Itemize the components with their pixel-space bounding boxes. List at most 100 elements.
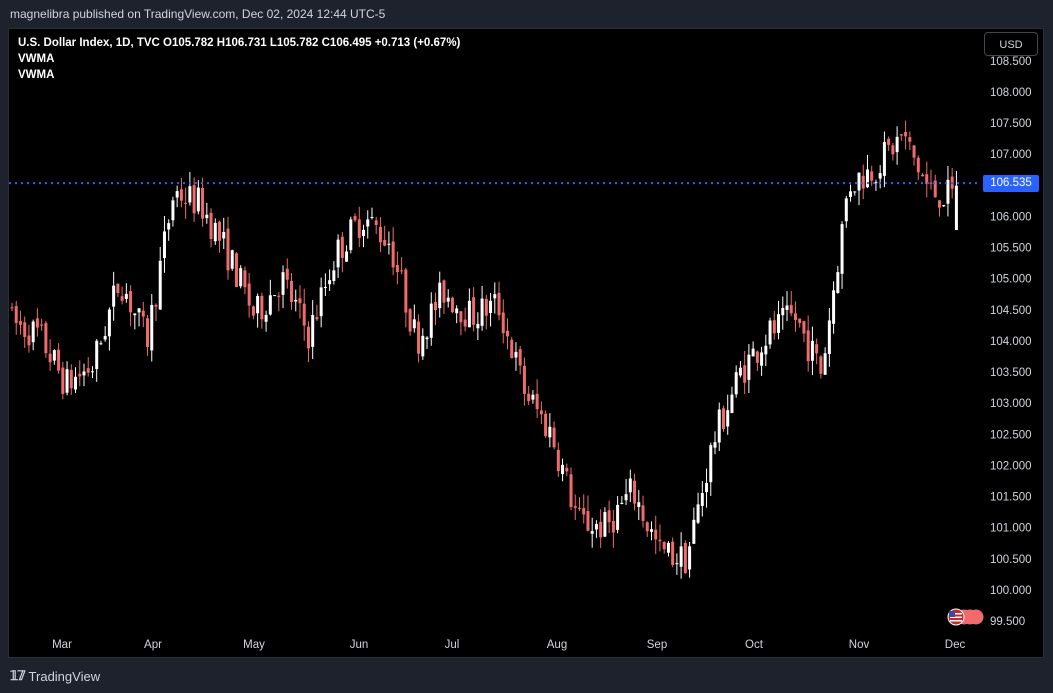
candle-body: [679, 546, 683, 567]
candle-body: [590, 531, 594, 534]
candle-body: [692, 519, 696, 544]
candle-body: [366, 219, 370, 227]
candle-body: [666, 542, 670, 553]
candle-body: [27, 335, 31, 346]
candle-body: [23, 322, 27, 337]
candle-body: [641, 505, 645, 521]
candle-body: [459, 311, 463, 323]
candle-body: [421, 335, 425, 357]
candle-body: [946, 179, 950, 204]
candle-body: [336, 239, 340, 268]
candle-body: [819, 356, 823, 374]
currency-button[interactable]: USD: [984, 32, 1038, 56]
candle-body: [40, 324, 44, 326]
candle-body: [497, 292, 501, 316]
indicator-vwma-2[interactable]: VWMA: [18, 69, 55, 81]
candle-body: [74, 376, 78, 390]
candle-body: [323, 286, 327, 288]
candle-body: [662, 541, 666, 550]
candle-body: [268, 295, 272, 315]
candle-body: [31, 321, 35, 343]
candle-body: [569, 474, 573, 507]
candle-body: [179, 189, 183, 201]
candle-body: [929, 182, 933, 184]
x-tick-label: Nov: [849, 639, 870, 651]
candle-body: [171, 200, 175, 221]
candle-body: [658, 539, 662, 542]
candle-body: [611, 520, 615, 533]
candle-body: [124, 293, 128, 299]
chart-pane[interactable]: [8, 28, 1044, 658]
candle-body: [116, 283, 120, 294]
candle-body: [192, 185, 196, 214]
candle-body: [891, 145, 895, 155]
candle-body: [895, 136, 899, 153]
candle-body: [836, 272, 840, 294]
candle-body: [277, 295, 281, 297]
candle-body: [548, 426, 552, 438]
y-tick-label: 101.500: [990, 492, 1032, 504]
candle-body: [493, 294, 497, 299]
us-flag-events-icon[interactable]: [946, 608, 986, 626]
candle-body: [213, 222, 217, 242]
candle-body: [353, 216, 357, 221]
y-tick-label: 108.500: [990, 56, 1032, 68]
candle-body: [273, 295, 277, 297]
candle-body: [705, 483, 709, 493]
candle-body: [738, 367, 742, 376]
tradingview-brand-text: TradingView: [28, 668, 101, 684]
candle-body: [882, 142, 886, 176]
candle-body: [65, 369, 69, 393]
x-tick-label: Mar: [52, 639, 72, 651]
candle-body: [832, 290, 836, 324]
candle-body: [35, 318, 39, 328]
candle-body: [683, 542, 687, 574]
candle-body: [10, 307, 14, 309]
candle-body: [561, 464, 565, 475]
candle-body: [226, 228, 230, 271]
candle-body: [205, 214, 209, 219]
y-tick-label: 100.000: [990, 585, 1032, 597]
candle-body: [713, 442, 717, 448]
candle-body: [721, 408, 725, 429]
candle-body: [870, 171, 874, 181]
candle-body: [633, 480, 637, 504]
candle-body: [671, 541, 675, 566]
candle-body: [234, 253, 238, 288]
candle-body: [243, 270, 247, 288]
y-tick-label: 100.500: [990, 554, 1032, 566]
y-tick-label: 103.500: [990, 367, 1032, 379]
candle-body: [654, 529, 658, 540]
candle-body: [57, 349, 61, 371]
candle-body: [565, 467, 569, 472]
candle-body: [531, 394, 535, 400]
candle-body: [328, 280, 332, 285]
candle-body: [302, 303, 306, 326]
tradingview-logo[interactable]: 𝟙𝟟 TradingView: [10, 668, 100, 684]
candle-body: [472, 297, 476, 325]
candle-body: [772, 320, 776, 334]
y-tick-label: 99.500: [990, 616, 1025, 628]
candle-body: [69, 369, 73, 389]
candle-body: [412, 319, 416, 329]
candle-body: [362, 229, 366, 237]
y-tick-label: 104.000: [990, 336, 1032, 348]
candle-body: [18, 321, 22, 325]
x-tick-label: Aug: [547, 639, 567, 651]
candle-body: [434, 302, 437, 311]
attribution-bar: magnelibra published on TradingView.com,…: [0, 0, 1053, 28]
candle-body: [218, 221, 222, 241]
candle-body: [539, 410, 543, 415]
candle-body: [760, 352, 764, 366]
candle-body: [649, 529, 653, 532]
candle-body: [251, 306, 255, 316]
candle-body: [82, 371, 86, 376]
indicator-vwma-1[interactable]: VWMA: [18, 53, 55, 65]
candle-body: [942, 205, 946, 207]
x-tick-label: Jun: [350, 639, 369, 651]
candle-body: [696, 504, 700, 523]
candle-body: [450, 297, 454, 313]
candle-body: [387, 243, 391, 245]
candle-body: [264, 314, 268, 322]
